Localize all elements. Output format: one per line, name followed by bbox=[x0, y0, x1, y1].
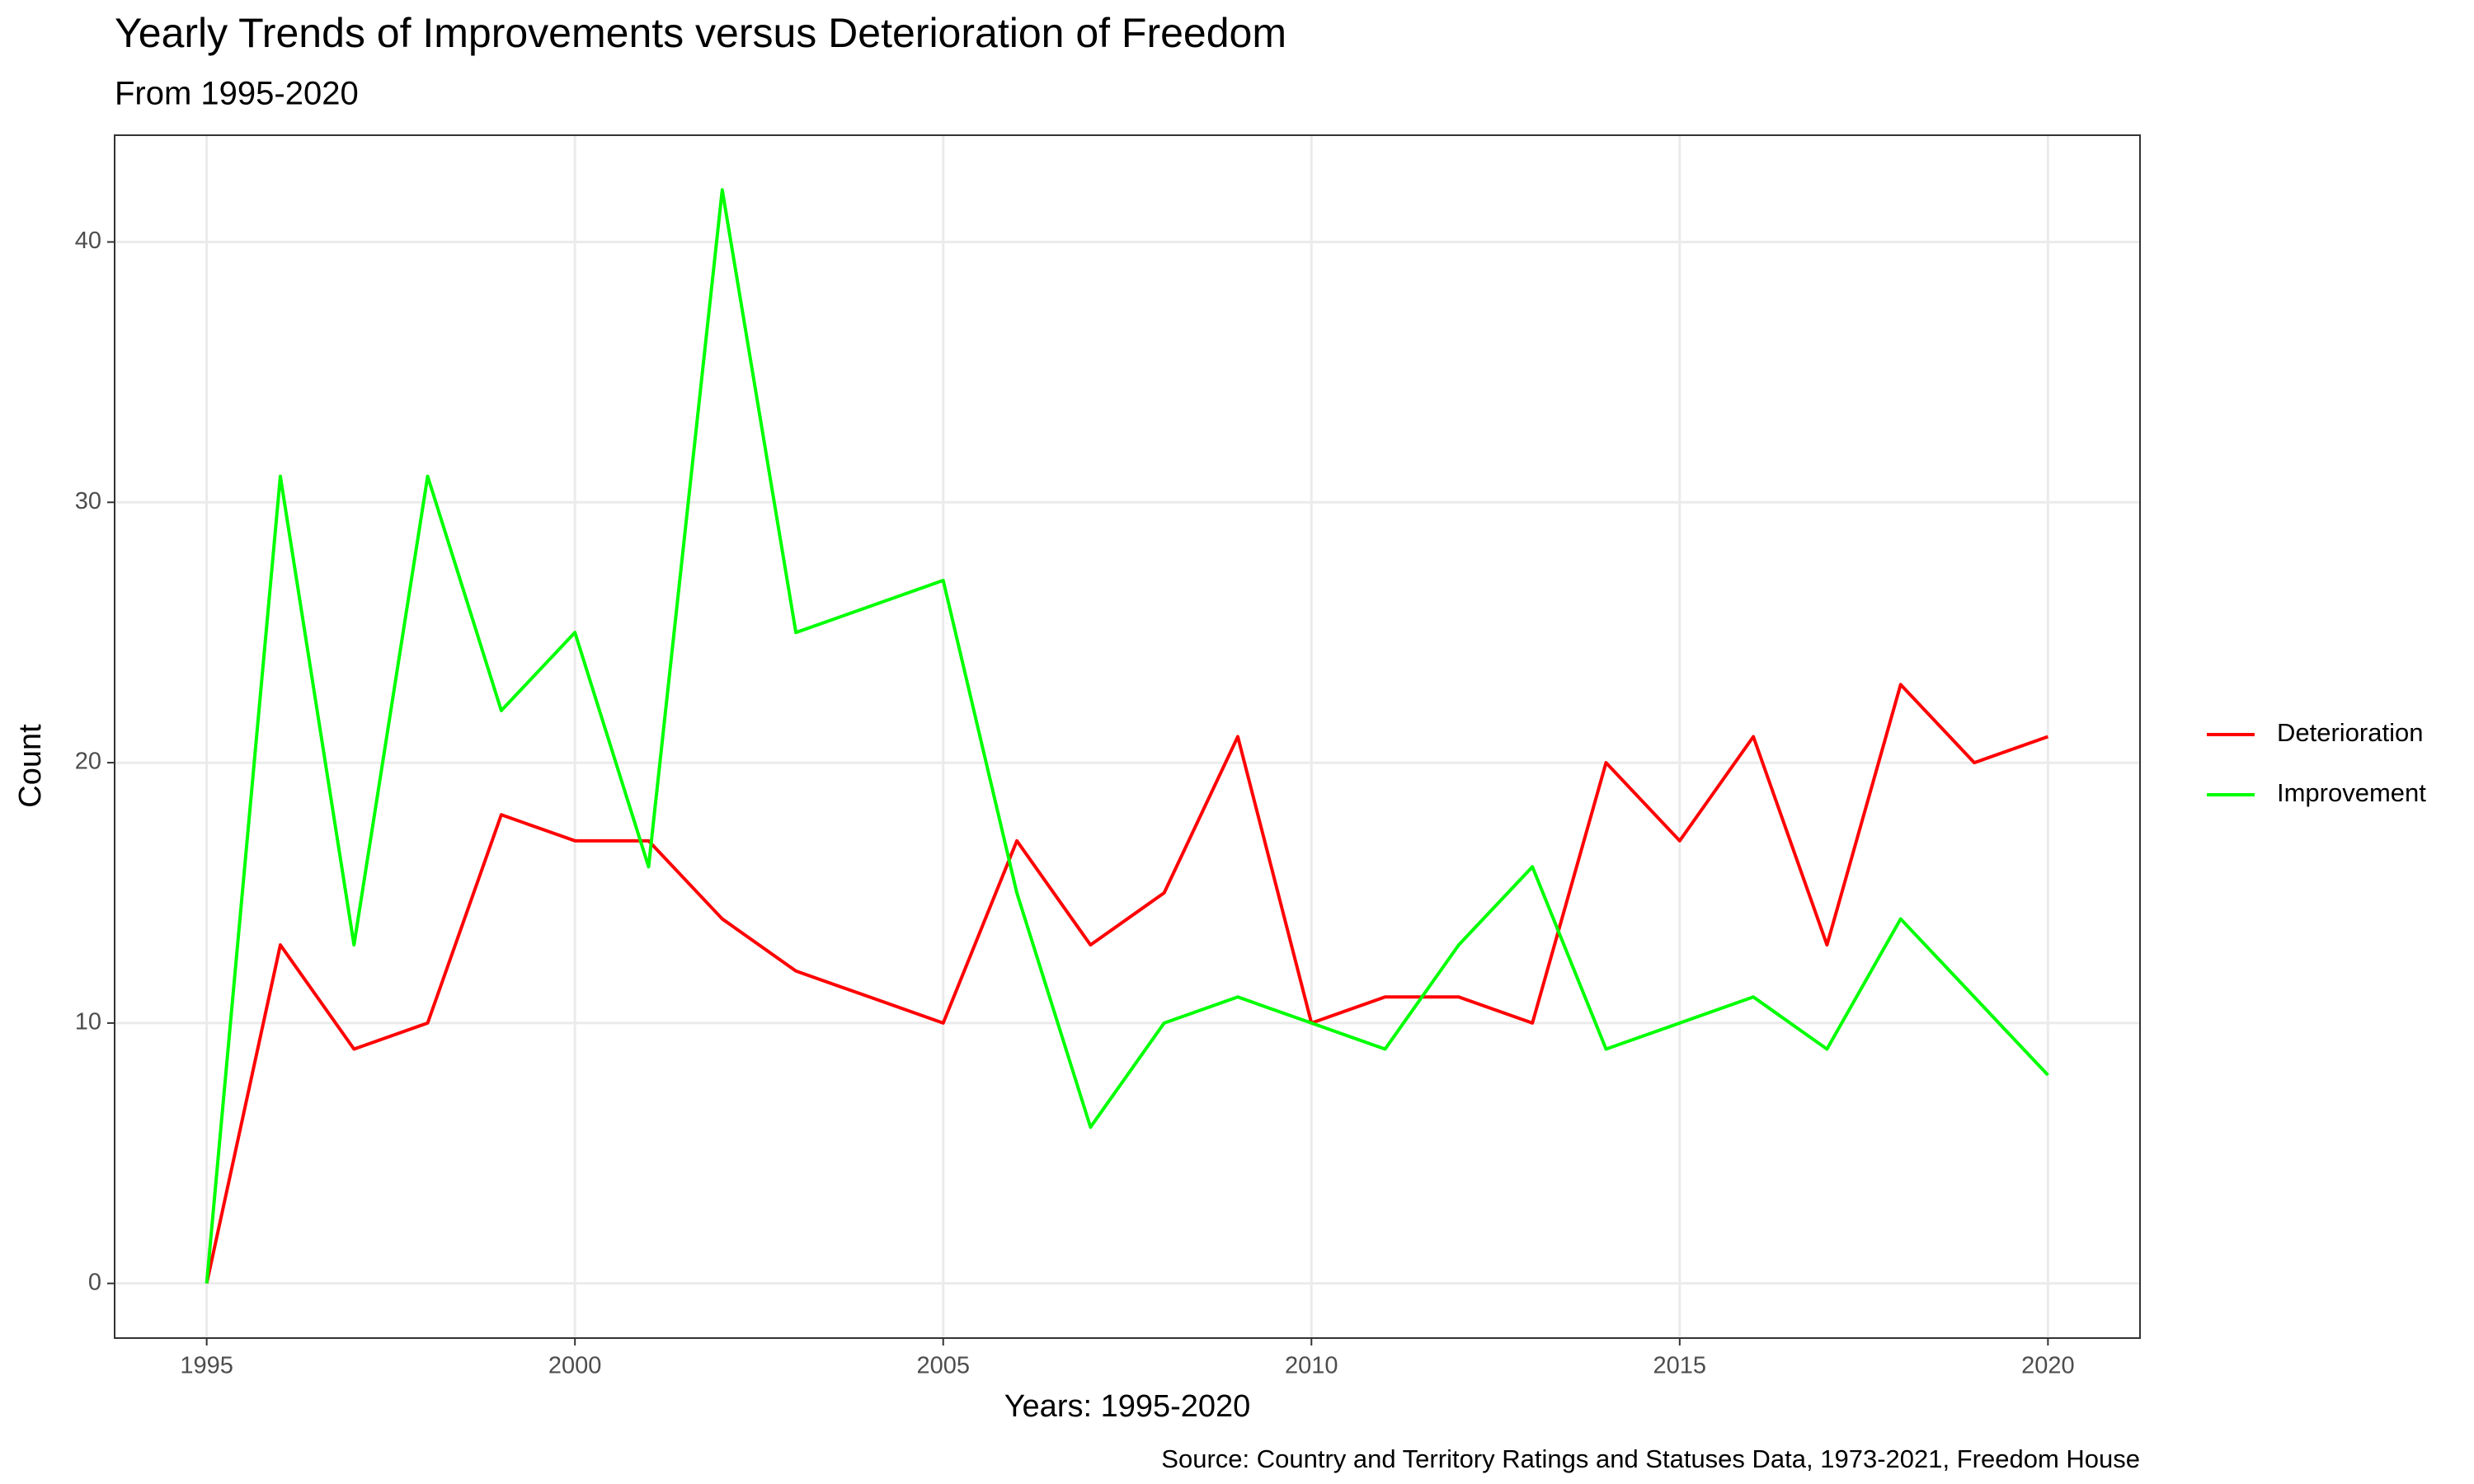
y-axis-title: Count bbox=[13, 724, 48, 808]
chart-subtitle: From 1995-2020 bbox=[115, 76, 359, 112]
y-tick-label: 30 bbox=[75, 488, 101, 514]
x-tick-label: 1995 bbox=[180, 1353, 233, 1379]
legend-label: Improvement bbox=[2277, 778, 2426, 807]
x-tick-label: 2015 bbox=[1653, 1353, 1707, 1379]
plot-border bbox=[114, 134, 2141, 1339]
data-line bbox=[205, 683, 2049, 1284]
x-tick-label: 2010 bbox=[1285, 1353, 1338, 1379]
x-tick-label: 2020 bbox=[2021, 1353, 2075, 1379]
x-axis-title: Years: 1995-2020 bbox=[1004, 1389, 1251, 1424]
data-line bbox=[205, 188, 2049, 1284]
x-tick-label: 2000 bbox=[548, 1353, 602, 1379]
y-tick-label: 20 bbox=[75, 749, 101, 775]
y-tick-label: 40 bbox=[75, 228, 101, 254]
y-tick-label: 10 bbox=[75, 1009, 101, 1036]
x-tick-label: 2005 bbox=[916, 1353, 970, 1379]
caption: Source: Country and Territory Ratings an… bbox=[1161, 1444, 2140, 1473]
chart-title: Yearly Trends of Improvements versus Det… bbox=[115, 10, 1286, 56]
legend-label: Deterioration bbox=[2277, 718, 2423, 747]
y-tick-label: 0 bbox=[88, 1269, 101, 1295]
